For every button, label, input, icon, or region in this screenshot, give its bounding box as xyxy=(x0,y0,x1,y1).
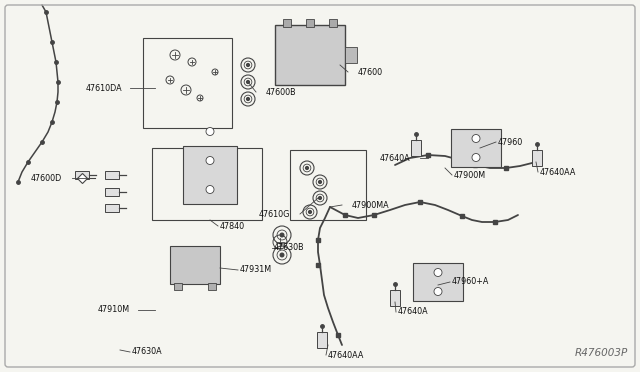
Circle shape xyxy=(434,269,442,276)
Text: 47960+A: 47960+A xyxy=(452,278,490,286)
Circle shape xyxy=(472,135,480,142)
Text: 47600D: 47600D xyxy=(31,173,62,183)
Bar xyxy=(330,19,337,27)
Text: 47630A: 47630A xyxy=(132,347,163,356)
Bar xyxy=(174,283,182,290)
Circle shape xyxy=(308,211,312,214)
Text: R476003P: R476003P xyxy=(575,348,628,358)
Bar xyxy=(143,38,232,128)
Circle shape xyxy=(246,81,250,83)
Text: 47960: 47960 xyxy=(498,138,524,147)
Bar xyxy=(390,290,400,306)
Circle shape xyxy=(306,167,308,169)
Bar xyxy=(105,188,119,196)
Circle shape xyxy=(280,233,284,237)
Circle shape xyxy=(472,154,480,161)
Text: 47640A: 47640A xyxy=(380,154,410,163)
Bar xyxy=(451,129,501,167)
Bar xyxy=(413,263,463,301)
Bar xyxy=(207,283,216,290)
Text: 47610DA: 47610DA xyxy=(85,83,122,93)
Bar xyxy=(105,204,119,212)
Bar xyxy=(290,150,366,220)
Text: 47640A: 47640A xyxy=(398,308,429,317)
Circle shape xyxy=(206,157,214,164)
Bar xyxy=(105,171,119,179)
Circle shape xyxy=(319,196,321,199)
Circle shape xyxy=(246,64,250,66)
Circle shape xyxy=(434,288,442,295)
Text: 47840: 47840 xyxy=(220,221,245,231)
Text: 47640AA: 47640AA xyxy=(540,167,577,176)
Bar xyxy=(532,150,542,166)
Bar xyxy=(317,332,327,348)
Bar xyxy=(411,140,421,156)
Bar xyxy=(283,19,291,27)
Text: 47600: 47600 xyxy=(358,67,383,77)
Text: 47640AA: 47640AA xyxy=(328,350,364,359)
Circle shape xyxy=(280,253,284,257)
Text: 47900M: 47900M xyxy=(454,170,486,180)
Text: 47630B: 47630B xyxy=(274,244,305,253)
Bar xyxy=(170,246,220,284)
Bar xyxy=(306,19,314,27)
Circle shape xyxy=(206,128,214,135)
Text: 47931M: 47931M xyxy=(240,266,272,275)
Text: 47600B: 47600B xyxy=(266,87,296,96)
Text: 47910M: 47910M xyxy=(98,305,130,314)
Circle shape xyxy=(206,186,214,193)
Bar xyxy=(345,47,357,63)
Bar xyxy=(275,25,345,85)
Bar xyxy=(152,148,262,220)
Circle shape xyxy=(319,180,321,183)
Circle shape xyxy=(246,97,250,100)
Bar xyxy=(182,146,237,204)
Bar xyxy=(75,171,89,179)
Text: 47900MA: 47900MA xyxy=(352,201,390,209)
Text: 47610G: 47610G xyxy=(259,209,290,218)
